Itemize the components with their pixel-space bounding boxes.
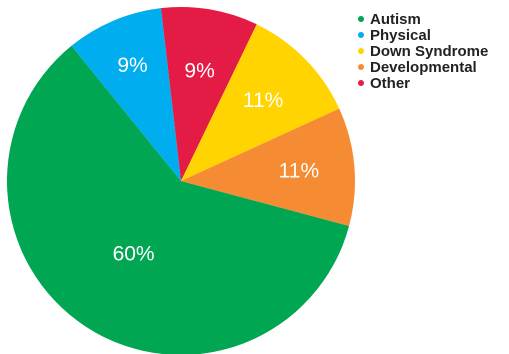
pie-slice-down-syndrome [181, 24, 340, 182]
legend-item-physical: Physical [358, 26, 488, 44]
pie-label-developmental: 11% [279, 160, 319, 183]
pie-label-autism: 60% [113, 243, 155, 266]
pie-slice-labels: 60% 9% 9% 11% 11% [113, 54, 320, 266]
pie-label-physical: 9% [117, 54, 147, 77]
pie-slice-other [161, 6, 257, 182]
pie-label-other: 9% [184, 60, 214, 83]
legend-marker-developmental [358, 64, 364, 70]
pie-slice-developmental [181, 108, 355, 227]
legend-item-developmental: Developmental [358, 58, 488, 76]
legend-marker-other [358, 80, 364, 86]
legend-marker-autism [358, 16, 364, 22]
pie-slice-autism [7, 45, 350, 354]
legend-item-other: Other [358, 74, 488, 92]
legend-item-autism: Autism [358, 10, 488, 28]
pie-label-down-syndrome: 11% [243, 89, 283, 112]
chart-legend: Autism Physical Down Syndrome Developmen… [358, 10, 489, 92]
legend-label-developmental: Developmental [370, 58, 477, 76]
pie-slices [7, 6, 355, 354]
legend-label-other: Other [370, 74, 411, 92]
legend-marker-down-syndrome [358, 48, 364, 54]
legend-label-autism: Autism [370, 10, 421, 28]
legend-marker-physical [358, 32, 364, 38]
legend-label-down-syndrome: Down Syndrome [370, 42, 489, 60]
legend-item-down-syndrome: Down Syndrome [358, 42, 489, 60]
legend-label-physical: Physical [370, 26, 431, 44]
pie-slice-physical [71, 8, 181, 182]
